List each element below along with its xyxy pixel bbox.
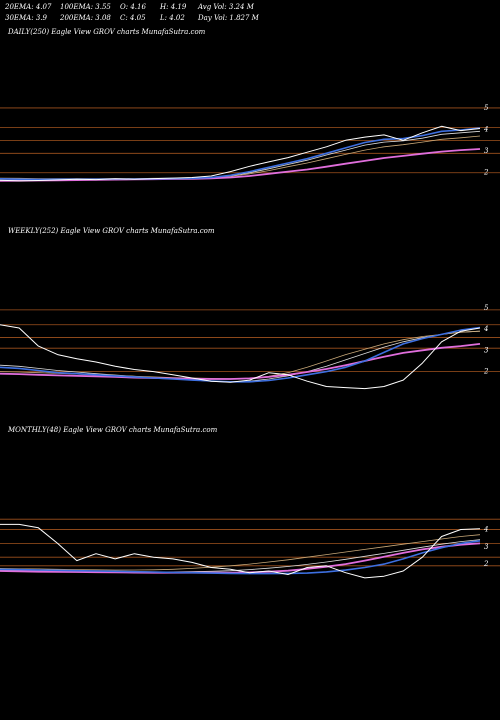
stat-high: H: 4.19 bbox=[160, 3, 187, 11]
monthly-ytick-2: 2 bbox=[483, 560, 489, 568]
stat-avg-vol: Avg Vol: 3.24 M bbox=[198, 3, 254, 11]
weekly-panel-label: WEEKLY(252) Eagle View GROV charts Munaf… bbox=[8, 227, 215, 235]
weekly-ema20-line bbox=[0, 326, 481, 383]
stat-200ema: 200EMA: 3.08 bbox=[60, 14, 111, 22]
weekly-price-line bbox=[0, 324, 481, 390]
weekly-ytick-5: 5 bbox=[484, 304, 489, 312]
stat-100ema: 100EMA: 3.55 bbox=[60, 3, 111, 11]
daily-ytick-2: 2 bbox=[483, 169, 489, 177]
daily-price-line bbox=[0, 125, 481, 182]
monthly-price-line bbox=[0, 523, 481, 579]
stat-day-vol: Day Vol: 1.827 M bbox=[198, 14, 259, 22]
weekly-ytick-2: 2 bbox=[483, 368, 489, 376]
monthly-ytick-4: 4 bbox=[483, 526, 488, 534]
daily-ytick-4: 4 bbox=[483, 126, 488, 134]
daily-ytick-3: 3 bbox=[484, 147, 489, 155]
daily-ema30-line bbox=[0, 148, 481, 182]
daily-panel-label: DAILY(250) Eagle View GROV charts Munafa… bbox=[8, 28, 206, 36]
monthly-ytick-3: 3 bbox=[484, 543, 489, 551]
stat-low: L: 4.02 bbox=[160, 14, 185, 22]
monthly-panel-label: MONTHLY(48) Eagle View GROV charts Munaf… bbox=[8, 426, 218, 434]
weekly-ytick-3: 3 bbox=[484, 346, 489, 354]
daily-ytick-5: 5 bbox=[484, 104, 489, 112]
stat-close: C: 4.05 bbox=[120, 14, 146, 22]
weekly-ema30-line bbox=[0, 343, 481, 380]
stat-30ema: 30EMA: 3.9 bbox=[5, 14, 47, 22]
monthly-ema30-line bbox=[0, 542, 481, 574]
stat-open: O: 4.16 bbox=[120, 3, 146, 11]
monthly-ema_thin-line bbox=[0, 534, 481, 571]
monthly-ema20-line bbox=[0, 540, 481, 575]
weekly-ytick-4: 4 bbox=[483, 325, 488, 333]
stat-20ema: 20EMA: 4.07 bbox=[5, 3, 52, 11]
